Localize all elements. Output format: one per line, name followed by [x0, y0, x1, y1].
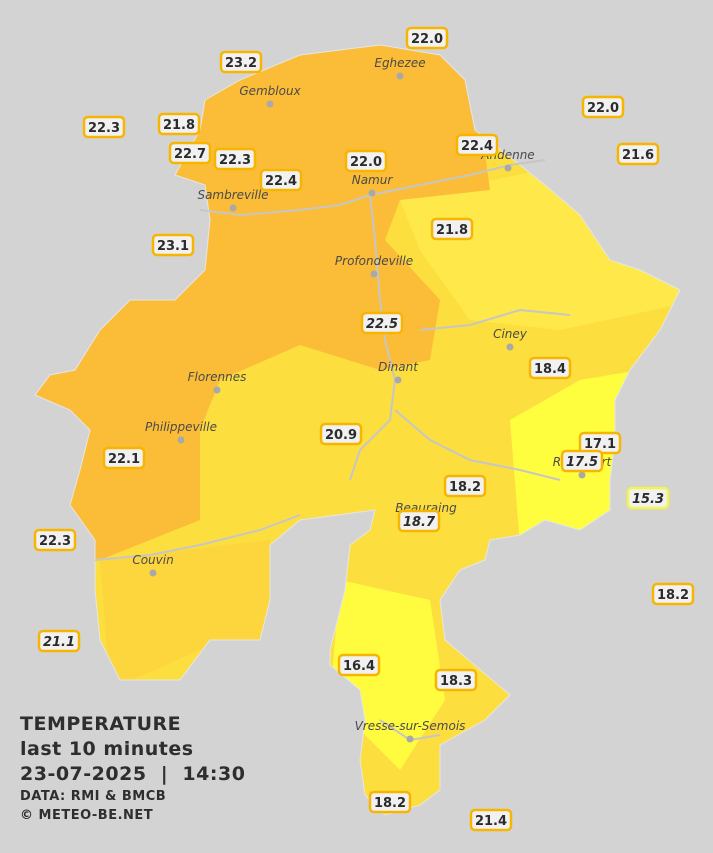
station-box: [368, 790, 412, 814]
station-value: 15.3: [632, 492, 664, 507]
station-box: [219, 50, 263, 74]
station-value: 22.4: [265, 174, 297, 189]
city-label: Namur: [352, 173, 394, 187]
station-value: 22.5: [366, 317, 398, 332]
station-value: 23.1: [157, 239, 189, 254]
station-value: 18.2: [374, 796, 406, 811]
station-value: 22.0: [350, 155, 382, 170]
city-dot: [368, 189, 376, 197]
station-value: 21.8: [436, 223, 468, 238]
station-value: 16.4: [343, 659, 375, 674]
station-box: [37, 629, 81, 653]
city-label: Dinant: [378, 360, 419, 374]
station-box: [455, 133, 499, 157]
city-dot: [396, 72, 404, 80]
station-box: [102, 446, 146, 470]
station-value: 17.1: [584, 437, 616, 452]
station-box: [616, 142, 660, 166]
station-box: [560, 449, 604, 473]
city-label: Florennes: [188, 370, 247, 384]
station-value: 21.8: [163, 118, 195, 133]
city-dot: [406, 735, 414, 743]
city-label: Eghezee: [374, 56, 425, 70]
station-value: 21.6: [622, 148, 654, 163]
station-value: 22.3: [39, 534, 71, 549]
city-dot: [177, 436, 185, 444]
city-dot: [578, 471, 586, 479]
city-label: Ciney: [493, 327, 528, 341]
station-value: 18.3: [440, 674, 472, 689]
city-dot: [504, 164, 512, 172]
station-value: 22.7: [174, 147, 206, 162]
station-box: [344, 149, 388, 173]
city-label: Profondeville: [335, 254, 413, 268]
station-box: [405, 26, 449, 50]
station-value: 22.4: [461, 139, 493, 154]
city-dot: [506, 343, 514, 351]
city-dot: [370, 270, 378, 278]
station-box: [434, 668, 478, 692]
city-label: Gembloux: [239, 84, 301, 98]
station-value: 18.7: [403, 515, 436, 530]
station-box: [430, 217, 474, 241]
legend-datetime: 23-07-2025 | 14:30: [20, 763, 246, 785]
station-value: 22.1: [108, 452, 140, 467]
station-box: [259, 168, 303, 192]
station-box: [337, 653, 381, 677]
station-value: 22.3: [219, 153, 251, 168]
city-label: Couvin: [132, 553, 173, 567]
city-dot: [266, 100, 274, 108]
station-box: [319, 422, 363, 446]
station-value: 18.2: [657, 588, 689, 603]
station-box: [157, 112, 201, 136]
station-layer: 22.0 23.2 22.0 22.3 21.8 22.4 21.6 22.7 22.3 22.0…: [33, 26, 695, 832]
city-label: Philippeville: [145, 420, 217, 434]
station-box: [528, 356, 572, 380]
station-box: [397, 509, 441, 533]
station-value: 22.0: [411, 32, 443, 47]
legend-title: TEMPERATURE: [20, 713, 182, 735]
station-box: [651, 582, 695, 606]
legend-source: DATA: RMI & BMCB: [20, 789, 167, 804]
station-box: [469, 808, 513, 832]
station-box: [626, 486, 670, 510]
station-box: [168, 141, 212, 165]
city-dot: [213, 386, 221, 394]
station-value: 21.1: [43, 635, 75, 650]
city-dot: [229, 204, 237, 212]
city-dot: [149, 569, 157, 577]
station-box: [443, 474, 487, 498]
station-value: 21.4: [475, 814, 507, 829]
station-value: 23.2: [225, 56, 257, 71]
station-value: 18.4: [534, 362, 566, 377]
station-value: 17.5: [566, 455, 598, 470]
legend: TEMPERATURE last 10 minutes 23-07-2025 |…: [20, 712, 245, 825]
station-value: 22.3: [88, 121, 120, 136]
legend-subtitle: last 10 minutes: [20, 738, 194, 760]
station-value: 20.9: [325, 428, 357, 443]
station-box: [213, 147, 257, 171]
station-value: 18.2: [449, 480, 481, 495]
city-label: Vresse-sur-Semois: [355, 719, 466, 733]
station-value: 22.0: [587, 101, 619, 116]
city-label: Sambreville: [197, 188, 268, 202]
station-box: [33, 528, 77, 552]
legend-copyright: © METEO-BE.NET: [20, 808, 154, 823]
station-box: [82, 115, 126, 139]
city-dot: [394, 376, 402, 384]
station-box: [151, 233, 195, 257]
station-box: [360, 311, 404, 335]
station-box: [581, 95, 625, 119]
